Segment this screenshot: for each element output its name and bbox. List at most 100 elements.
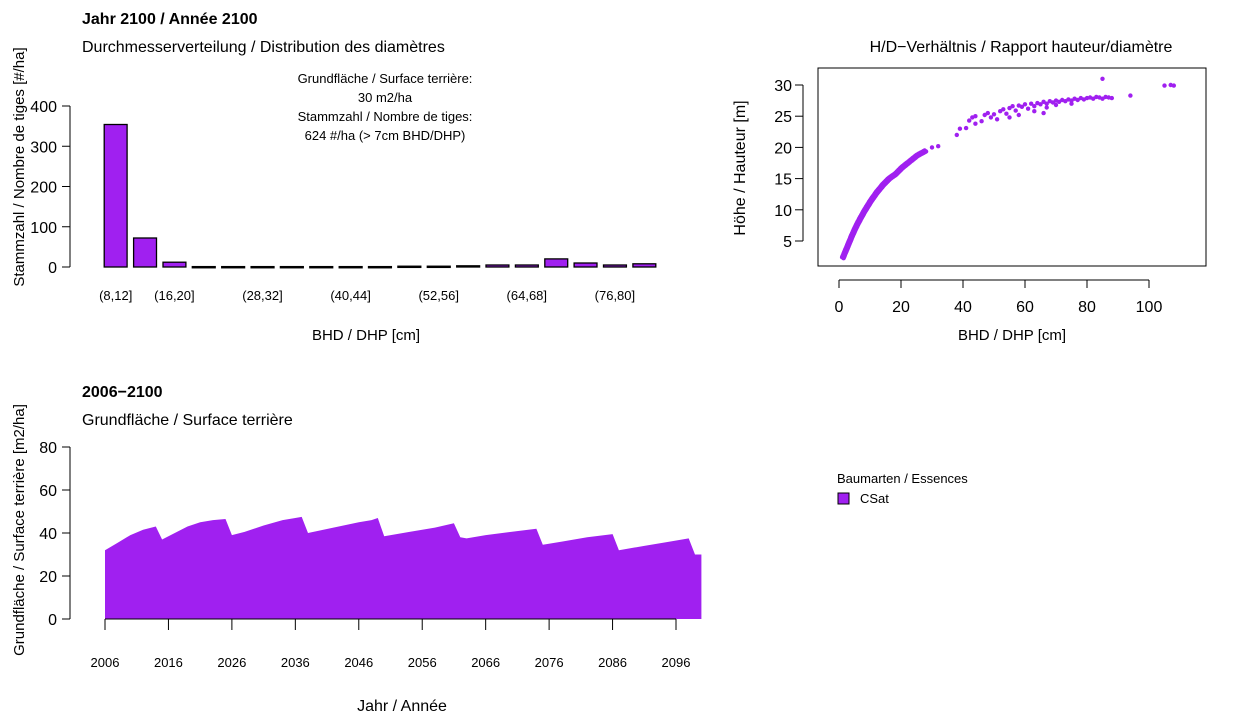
tree-point: [1010, 104, 1015, 109]
diameter-bar: [221, 265, 246, 269]
tree-point: [1007, 115, 1012, 120]
annotation-stem-count-value: 624 #/ha (> 7cm BHD/DHP): [305, 128, 466, 143]
panel1-x-tick-label: (8,12]: [99, 288, 132, 303]
panel3-x-tick-label: 2096: [662, 655, 691, 670]
panel3-x-tick-label: 2026: [217, 655, 246, 670]
diameter-bar: [514, 264, 539, 268]
panel1-x-tick-label: (64,68]: [507, 288, 547, 303]
panel2-y-tick-label: 15: [774, 172, 792, 189]
panel3-y-tick-label: 80: [39, 440, 57, 457]
panel3-y-tick-label: 40: [39, 526, 57, 543]
diameter-distribution-panel: Jahr 2100 / Année 2100 Durchmesservertei…: [11, 11, 657, 344]
panel3-x-tick-label: 2016: [154, 655, 183, 670]
tree-point: [1041, 110, 1046, 116]
diameter-bar: [456, 265, 481, 268]
panel2-x-tick-label: 60: [1016, 299, 1034, 316]
panel1-y-tick-label: 300: [30, 139, 57, 156]
tree-point: [1038, 102, 1043, 107]
tree-point: [1069, 101, 1074, 106]
panel1-y-axis-label: Stammzahl / Nombre de tiges [#/ha]: [11, 47, 28, 286]
panel1-bars: [103, 123, 657, 269]
basal-area-panel: 2006−2100 Grundfläche / Surface terrière…: [11, 384, 702, 715]
tree-point: [1025, 106, 1031, 111]
tree-point: [1016, 112, 1021, 118]
legend-swatch-csat: [837, 492, 850, 505]
panel1-x-tick-label: (76,80]: [595, 288, 635, 303]
panel1-subtitle: Durchmesserverteilung / Distribution des…: [82, 39, 445, 56]
diameter-bar: [191, 265, 216, 269]
panel2-x-tick-label: 0: [835, 299, 844, 316]
panel1-x-tick-labels: (8,12] (16,20] (28,32] (40,44] (52,56] (64,68…: [99, 288, 635, 303]
panel3-y-tick-label: 60: [39, 483, 57, 500]
diameter-bar: [426, 265, 451, 269]
panel1-title: Jahr 2100 / Année 2100: [82, 11, 258, 28]
panel3-x-tick-label: 2086: [598, 655, 627, 670]
tree-point: [1029, 101, 1034, 106]
panel2-x-tick-label: 80: [1078, 299, 1096, 316]
panel3-x-tick-label: 2066: [471, 655, 500, 670]
tree-point: [991, 112, 997, 117]
tree-point: [1171, 83, 1177, 88]
panel3-x-tick-label: 2046: [344, 655, 373, 670]
diameter-bar: [309, 265, 334, 269]
panel3-y-axis: 0 20 40 60 80: [39, 440, 71, 629]
legend-label-csat: CSat: [860, 491, 889, 506]
panel1-y-tick-label: 400: [30, 99, 57, 116]
height-diameter-panel: H/D−Verhältnis / Rapport hauteur/diamètr…: [732, 39, 1207, 344]
panel1-x-tick-label: (16,20]: [154, 288, 194, 303]
tree-point: [979, 119, 984, 124]
annotation-basal-area-value: 30 m2/ha: [358, 90, 413, 105]
tree-point: [1022, 102, 1028, 107]
panel3-x-tick-label: 2056: [408, 655, 437, 670]
panel2-title: H/D−Verhältnis / Rapport hauteur/diamètr…: [870, 39, 1173, 56]
annotation-stem-count-label: Stammzahl / Nombre de tiges:: [298, 109, 473, 124]
panel1-annotation: Grundfläche / Surface terrière: 30 m2/ha…: [298, 71, 473, 143]
panel1-y-tick-label: 200: [30, 180, 57, 197]
panel3-y-axis-label: Grundfläche / Surface terrière [m2/ha]: [11, 404, 28, 656]
diameter-bar: [279, 265, 304, 269]
tree-point: [929, 145, 935, 150]
panel3-y-tick-label: 20: [39, 569, 57, 586]
panel3-y-tick-label: 0: [48, 612, 57, 629]
panel2-x-tick-label: 40: [954, 299, 972, 316]
panel1-x-tick-label: (28,32]: [242, 288, 282, 303]
tree-point: [988, 115, 994, 120]
annotation-basal-area-label: Grundfläche / Surface terrière:: [298, 71, 473, 86]
panel2-axes: 0 20 40 60 80 100 5 10 15 20 25 30: [774, 78, 1162, 316]
diameter-bar: [162, 261, 187, 268]
tree-point: [1001, 107, 1006, 112]
diameter-bar: [544, 258, 569, 268]
tree-point: [1019, 104, 1025, 110]
panel2-points: [839, 76, 1177, 261]
panel3-x-axis: 2006 2016 2026 2036 2046 2056 2066 2076 2086 2096: [91, 618, 691, 670]
diameter-bar: [573, 262, 598, 268]
tree-point: [1032, 104, 1037, 109]
panel2-y-axis-label: Höhe / Hauteur [m]: [732, 100, 749, 235]
diameter-bar: [602, 264, 628, 268]
panel2-y-tick-label: 20: [774, 140, 792, 157]
legend-title: Baumarten / Essences: [837, 471, 968, 486]
panel2-x-tick-label: 100: [1136, 299, 1163, 316]
diameter-bar: [632, 263, 657, 268]
diameter-bar: [250, 265, 275, 269]
tree-point: [1162, 83, 1167, 88]
species-legend: Baumarten / Essences CSat: [837, 471, 968, 506]
panel3-x-axis-label: Jahr / Année: [357, 698, 447, 715]
diameter-bar: [485, 264, 510, 268]
panel1-x-tick-label: (52,56]: [418, 288, 458, 303]
tree-point: [963, 125, 969, 131]
tree-point: [967, 118, 972, 123]
tree-point: [1128, 93, 1133, 98]
tree-point: [1109, 95, 1115, 101]
tree-point: [923, 149, 929, 154]
panel3-x-tick-label: 2076: [535, 655, 564, 670]
panel1-y-tick-label: 100: [30, 220, 57, 237]
panel1-x-axis-label: BHD / DHP [cm]: [312, 327, 420, 344]
panel2-plot-frame: [817, 67, 1207, 267]
diameter-bar: [132, 237, 158, 268]
panel2-y-tick-label: 30: [774, 78, 792, 95]
panel3-x-tick-label: 2006: [91, 655, 120, 670]
tree-point: [1004, 111, 1009, 116]
panel1-y-tick-label: 0: [48, 260, 57, 277]
